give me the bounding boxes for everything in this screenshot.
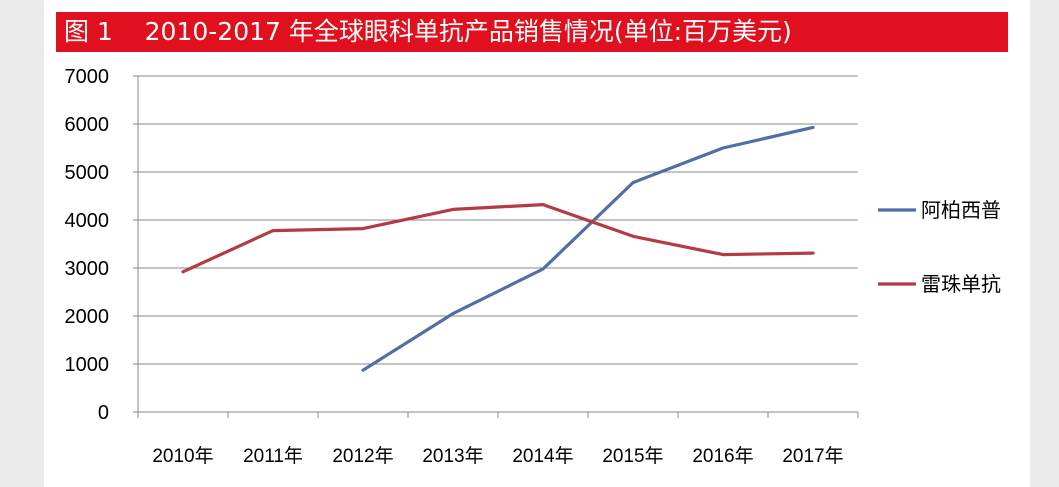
x-tick-label: 2014年 (512, 445, 573, 467)
y-tick-label: 3000 (65, 258, 110, 280)
x-tick-label: 2011年 (243, 445, 303, 467)
legend-label-1: 阿柏西普 (921, 199, 1001, 222)
y-tick-label: 5000 (65, 162, 110, 184)
x-tick-label: 2017年 (782, 445, 843, 467)
x-tick-label: 2015年 (602, 445, 663, 467)
title-bar: 图 1 2010-2017 年全球眼科单抗产品销售情况(单位:百万美元) (56, 12, 1008, 52)
figure-panel (44, 0, 1030, 487)
chart-title: 图 1 2010-2017 年全球眼科单抗产品销售情况(单位:百万美元) (64, 17, 792, 46)
y-tick-label: 6000 (65, 114, 110, 136)
series-lines (181, 125, 815, 372)
series-line-1 (361, 125, 815, 372)
gridlines (138, 75, 858, 365)
y-tick-label: 2000 (65, 306, 110, 328)
x-tick-labels: 2010年 2011年 2012年 2013年 2014年 2015年 2016年 2017年 (152, 445, 843, 467)
x-tick-label: 2016年 (692, 445, 753, 467)
x-tick-label: 2010年 (152, 445, 213, 467)
axes (133, 75, 859, 418)
x-tick-label: 2013年 (422, 445, 483, 467)
y-tick-label: 7000 (65, 66, 110, 88)
y-tick-labels: 0 1000 2000 3000 4000 5000 6000 7000 (65, 66, 110, 424)
x-tick-label: 2012年 (332, 445, 393, 467)
series-line-2 (181, 203, 815, 274)
legend-label-2: 雷珠单抗 (921, 273, 1001, 296)
y-tick-label: 1000 (65, 354, 110, 376)
y-tick-label: 4000 (65, 210, 110, 232)
y-tick-label: 0 (98, 402, 109, 424)
